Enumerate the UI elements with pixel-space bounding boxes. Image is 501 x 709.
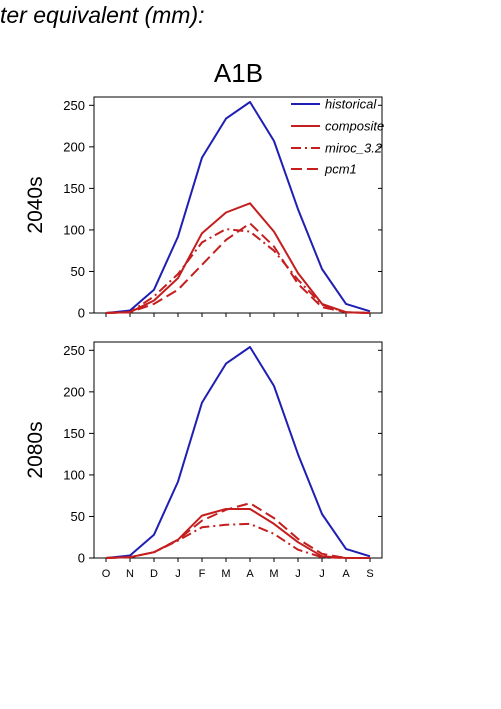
legend: historical composite miroc_3.2 pcm1: [291, 97, 384, 177]
series-line-pcm1: [105, 502, 370, 559]
y-tick-label: 0: [78, 306, 85, 321]
x-tick-label: N: [126, 568, 134, 580]
y-tick-label: 100: [63, 467, 85, 482]
x-tick-label: A: [246, 568, 254, 580]
y-tick-label: 50: [71, 264, 85, 279]
x-tick-label: D: [150, 568, 158, 580]
y-tick-label: 50: [71, 509, 85, 524]
legend-label-pcm1: pcm1: [324, 162, 357, 177]
legend-label-historical: historical: [325, 97, 377, 112]
series-line-historical: [105, 346, 371, 559]
y-tick-label: 200: [63, 139, 85, 154]
plot-frame: [93, 341, 383, 559]
figure-caption: ter equivalent (mm):: [0, 2, 205, 28]
panel-2040s: 0 50 100 150 200 250 2040s historical composite m…: [24, 96, 384, 321]
x-tick-label: O: [102, 568, 111, 580]
y-tick-label: 200: [63, 384, 85, 399]
y-tick-label: 250: [63, 343, 85, 358]
legend-label-composite: composite: [325, 119, 384, 134]
x-tick-label: J: [295, 568, 301, 580]
x-tick-label: J: [319, 568, 325, 580]
x-tick-label: M: [269, 568, 278, 580]
series-line-miroc-3-2: [105, 522, 370, 559]
plot-frame: [93, 96, 383, 314]
x-tick-label: J: [175, 568, 181, 580]
series-line-composite: [105, 508, 370, 559]
series-line-miroc-3-2: [105, 228, 371, 314]
y-tick-label: 150: [63, 181, 85, 196]
x-tick-label: A: [342, 568, 350, 580]
panel-2080s: 0 50 100 150 200 250 O N D J F M A M J J A S 2080s: [24, 341, 383, 580]
scenario-title-text: A1B: [213, 58, 264, 88]
y-tick-label: 150: [63, 426, 85, 441]
y-tick-label: 0: [78, 551, 85, 566]
row-label-2080s: 2080s: [24, 421, 47, 478]
y-tick-label: 100: [63, 222, 85, 237]
y-tick-label: 250: [63, 98, 85, 113]
legend-label-miroc-3-2: miroc_3.2: [325, 141, 383, 156]
row-label-2040s: 2040s: [24, 176, 47, 233]
x-tick-label: F: [199, 568, 206, 580]
x-tick-label: S: [366, 568, 373, 580]
x-tick-label: M: [221, 568, 230, 580]
series-line-pcm1: [105, 222, 371, 314]
series-line-historical: [105, 101, 371, 314]
scenario-title: A1B: [0, 58, 501, 89]
